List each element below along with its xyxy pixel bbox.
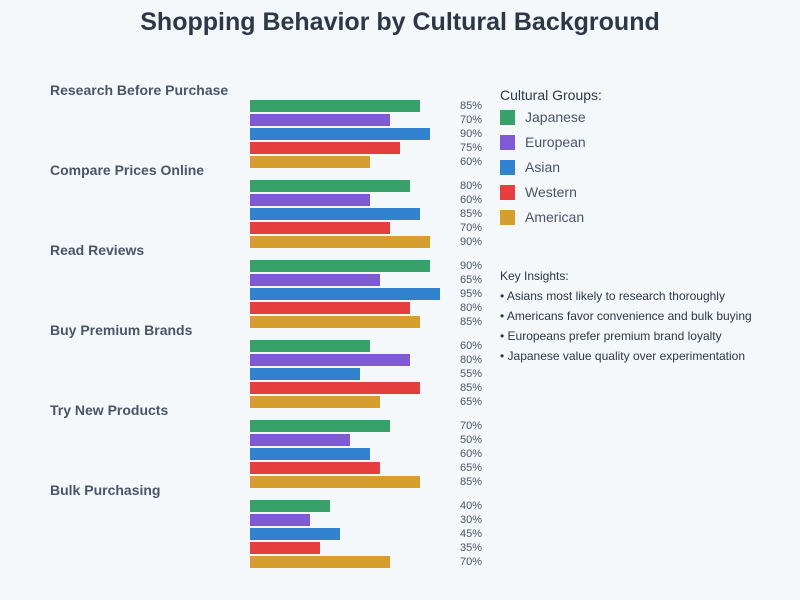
bar-western	[250, 542, 320, 554]
value-label: 70%	[460, 222, 482, 234]
legend-label: European	[525, 134, 586, 150]
legend-swatch	[500, 210, 515, 225]
legend-label: Japanese	[525, 109, 586, 125]
legend-title: Cultural Groups:	[500, 87, 602, 103]
value-label: 90%	[460, 128, 482, 140]
bar-western	[250, 222, 390, 234]
value-label: 50%	[460, 434, 482, 446]
insight-item: • Europeans prefer premium brand loyalty	[500, 329, 722, 343]
value-label: 85%	[460, 100, 482, 112]
bar-asian	[250, 288, 440, 300]
category-label: Try New Products	[50, 402, 168, 418]
legend-label: American	[525, 209, 584, 225]
legend-swatch	[500, 110, 515, 125]
legend-swatch	[500, 185, 515, 200]
value-label: 65%	[460, 462, 482, 474]
value-label: 80%	[460, 302, 482, 314]
bar-european	[250, 514, 310, 526]
category-label: Research Before Purchase	[50, 82, 228, 98]
value-label: 90%	[460, 236, 482, 248]
legend-swatch	[500, 135, 515, 150]
bar-japanese	[250, 340, 370, 352]
bar-american	[250, 476, 420, 488]
value-label: 85%	[460, 382, 482, 394]
bar-western	[250, 142, 400, 154]
insights-title: Key Insights:	[500, 269, 569, 283]
value-label: 85%	[460, 316, 482, 328]
value-label: 60%	[460, 156, 482, 168]
category-label: Buy Premium Brands	[50, 322, 193, 338]
value-label: 60%	[460, 340, 482, 352]
bar-european	[250, 434, 350, 446]
category-label: Bulk Purchasing	[50, 482, 160, 498]
legend-label: Western	[525, 184, 577, 200]
value-label: 90%	[460, 260, 482, 272]
category-label: Compare Prices Online	[50, 162, 204, 178]
value-label: 65%	[460, 396, 482, 408]
bar-asian	[250, 448, 370, 460]
insight-item: • Japanese value quality over experiment…	[500, 349, 745, 363]
value-label: 45%	[460, 528, 482, 540]
bar-western	[250, 302, 410, 314]
bar-asian	[250, 128, 430, 140]
bar-european	[250, 114, 390, 126]
value-label: 75%	[460, 142, 482, 154]
value-label: 70%	[460, 420, 482, 432]
value-label: 70%	[460, 556, 482, 568]
bar-asian	[250, 208, 420, 220]
key-insights: Key Insights: • Asians most likely to re…	[500, 269, 752, 363]
bar-american	[250, 316, 420, 328]
legend: Cultural Groups: Japanese European Asian We…	[500, 87, 602, 225]
value-label: 60%	[460, 194, 482, 206]
bar-american	[250, 556, 390, 568]
bar-japanese	[250, 100, 420, 112]
insight-item: • Americans favor convenience and bulk b…	[500, 309, 752, 323]
category-label: Read Reviews	[50, 242, 144, 258]
bar-japanese	[250, 180, 410, 192]
bars-area: Research Before Purchase 85% 70% 90% 75% 60% C…	[50, 82, 482, 568]
chart-title: Shopping Behavior by Cultural Background	[140, 8, 659, 36]
value-label: 35%	[460, 542, 482, 554]
bar-european	[250, 274, 380, 286]
value-label: 55%	[460, 368, 482, 380]
bar-american	[250, 396, 380, 408]
value-label: 80%	[460, 180, 482, 192]
value-label: 80%	[460, 354, 482, 366]
bar-american	[250, 236, 430, 248]
insight-item: • Asians most likely to research thoroug…	[500, 289, 725, 303]
bar-japanese	[250, 500, 330, 512]
value-label: 40%	[460, 500, 482, 512]
bar-american	[250, 156, 370, 168]
bar-asian	[250, 368, 360, 380]
value-label: 85%	[460, 476, 482, 488]
bar-european	[250, 354, 410, 366]
bar-european	[250, 194, 370, 206]
bar-western	[250, 382, 420, 394]
value-label: 60%	[460, 448, 482, 460]
value-label: 30%	[460, 514, 482, 526]
bar-japanese	[250, 260, 430, 272]
bar-western	[250, 462, 380, 474]
legend-swatch	[500, 160, 515, 175]
value-label: 85%	[460, 208, 482, 220]
value-label: 95%	[460, 288, 482, 300]
bar-asian	[250, 528, 340, 540]
bar-japanese	[250, 420, 390, 432]
value-label: 70%	[460, 114, 482, 126]
value-label: 65%	[460, 274, 482, 286]
legend-label: Asian	[525, 159, 560, 175]
